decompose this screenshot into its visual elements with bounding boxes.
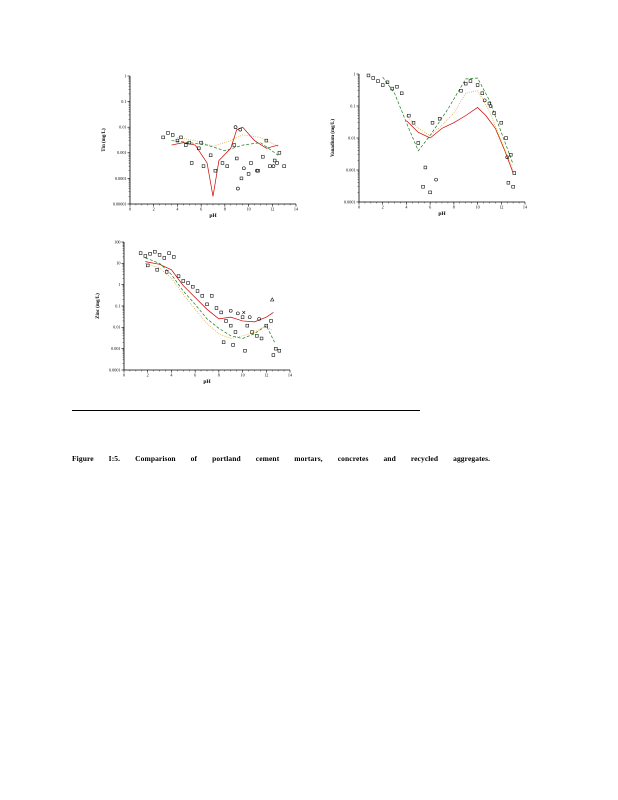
svg-text:6: 6: [200, 206, 202, 211]
svg-text:12: 12: [499, 204, 503, 209]
svg-text:8: 8: [224, 206, 226, 211]
svg-text:1: 1: [353, 71, 355, 76]
zinc-vs-ph-chart: 100 10 1 0.1 0.01 0.001 0.0001 0 2 4 6 8 10 12 14 pH Zin…: [90, 236, 300, 396]
svg-text:2: 2: [147, 372, 149, 377]
svg-text:0.01: 0.01: [119, 125, 126, 130]
svg-text:10: 10: [240, 372, 244, 377]
svg-text:0.1: 0.1: [350, 103, 355, 108]
svg-text:Tin (mg/L): Tin (mg/L): [102, 128, 107, 152]
svg-text:0.1: 0.1: [115, 303, 120, 308]
svg-text:0.0001: 0.0001: [115, 176, 127, 181]
svg-text:0.001: 0.001: [346, 167, 355, 172]
section-divider: [72, 410, 420, 411]
svg-text:14: 14: [294, 206, 299, 211]
svg-text:Vanadium (mg/L): Vanadium (mg/L): [331, 119, 336, 157]
svg-text:2: 2: [382, 204, 384, 209]
svg-text:pH: pH: [209, 213, 217, 219]
svg-text:6: 6: [194, 372, 196, 377]
svg-text:1: 1: [124, 73, 126, 78]
svg-text:4: 4: [176, 206, 179, 211]
svg-text:8: 8: [218, 372, 220, 377]
svg-text:0: 0: [129, 206, 131, 211]
svg-text:0.001: 0.001: [117, 150, 126, 155]
tin-vs-ph-chart: 1 0.1 0.01 0.001 0.0001 0.00001 0 2 4 6 8 10 12 14 pH T…: [96, 70, 306, 230]
svg-text:0.0001: 0.0001: [109, 367, 121, 372]
svg-text:4: 4: [405, 204, 408, 209]
svg-text:0.01: 0.01: [113, 325, 120, 330]
svg-text:4: 4: [170, 372, 173, 377]
svg-text:0.0001: 0.0001: [344, 199, 356, 204]
svg-text:8: 8: [453, 204, 455, 209]
svg-text:12: 12: [270, 206, 274, 211]
svg-text:1: 1: [118, 282, 120, 287]
svg-text:14: 14: [523, 204, 528, 209]
vanadium-vs-ph-chart: 1 0.1 0.01 0.001 0.0001 0 2 4 6 8 10 12 14 pH Vanadium…: [325, 68, 535, 228]
svg-text:0: 0: [358, 204, 360, 209]
svg-text:14: 14: [288, 372, 293, 377]
svg-text:0.001: 0.001: [111, 346, 120, 351]
svg-text:12: 12: [264, 372, 268, 377]
svg-text:10: 10: [116, 261, 120, 266]
svg-text:0.01: 0.01: [348, 135, 355, 140]
svg-text:6: 6: [429, 204, 431, 209]
svg-text:0.1: 0.1: [121, 99, 126, 104]
svg-text:10: 10: [475, 204, 479, 209]
svg-text:Zinc (mg/L): Zinc (mg/L): [96, 293, 101, 319]
figure-caption: Figure I:5. Comparison of portland cemen…: [72, 454, 491, 463]
svg-text:100: 100: [114, 239, 120, 244]
svg-text:0: 0: [123, 372, 125, 377]
svg-text:2: 2: [153, 206, 155, 211]
svg-text:pH: pH: [203, 379, 211, 385]
svg-text:10: 10: [246, 206, 250, 211]
svg-text:pH: pH: [438, 211, 446, 217]
svg-text:0.00001: 0.00001: [113, 201, 127, 206]
